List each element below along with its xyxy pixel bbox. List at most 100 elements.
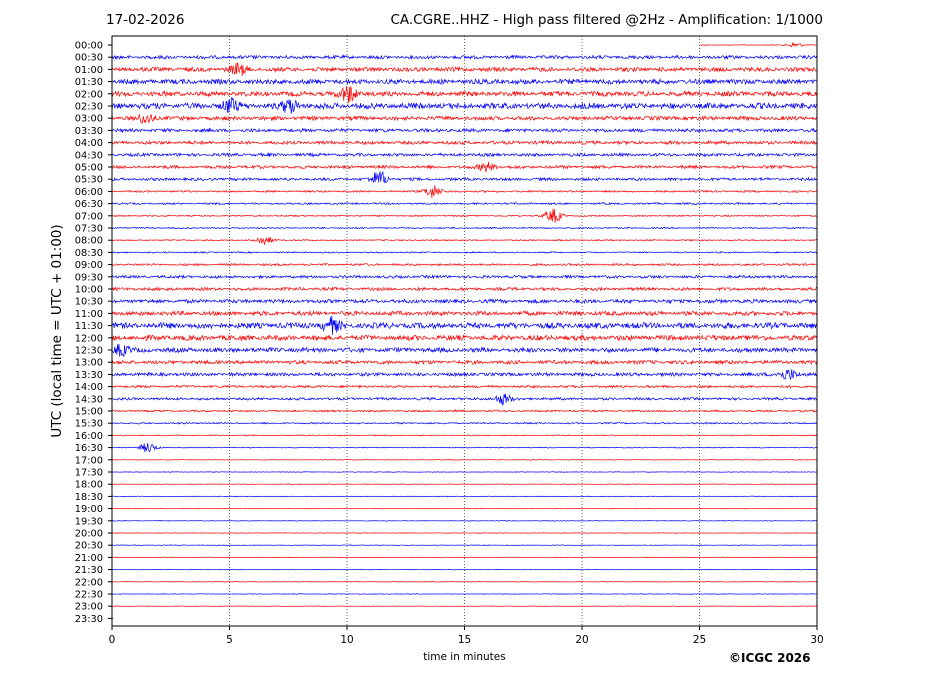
trace-row-1130: [111, 315, 818, 335]
y-tick-label: 16:30: [75, 443, 103, 454]
y-tick-label: 04:00: [75, 138, 103, 149]
y-tick-label: 09:00: [75, 260, 103, 271]
y-tick-label: 01:00: [75, 65, 103, 76]
trace-row-2100: [111, 556, 818, 559]
x-tick-label: 30: [810, 634, 823, 646]
y-tick-label: 16:00: [75, 431, 103, 442]
trace-rows: [111, 41, 818, 619]
y-tick-label: 23:30: [75, 614, 103, 625]
axes-frame: [111, 35, 818, 627]
y-tick-label: 14:00: [75, 382, 103, 393]
plot-title: CA.CGRE..HHZ - High pass filtered @2Hz -…: [390, 12, 823, 28]
trace-row-0100: [111, 62, 817, 76]
trace-row-0330: [111, 127, 817, 134]
trace-row-2300: [111, 605, 817, 607]
y-tick-label: 22:00: [75, 577, 103, 588]
y-tick-label: 04:30: [75, 150, 103, 161]
trace-row-1100: [111, 310, 818, 317]
y-tick-label: 07:00: [75, 211, 103, 222]
y-tick-label: 17:00: [75, 455, 103, 466]
trace-row-0700: [111, 208, 818, 223]
plot-date: 17-02-2026: [106, 12, 185, 28]
trace-row-1930: [111, 520, 818, 522]
y-tick-label: 20:00: [75, 529, 103, 540]
y-tick-label: 11:00: [75, 309, 103, 320]
y-tick-label: 10:00: [75, 285, 103, 296]
y-tick-label: 03:00: [75, 114, 103, 125]
x-tick-label: 5: [226, 634, 233, 646]
x-tick-label: 15: [458, 634, 471, 646]
trace-row-0130: [111, 77, 818, 86]
trace-row-0830: [111, 251, 818, 254]
y-axis-label: UTC (local time = UTC + 01:00): [49, 224, 65, 437]
y-tick-label: 13:00: [75, 358, 103, 369]
y-tick-label: 12:00: [75, 333, 103, 344]
y-tick-label: 11:30: [75, 321, 103, 332]
y-tick-label: 08:30: [75, 248, 103, 259]
trace-row-1000: [111, 286, 818, 292]
trace-row-2200: [112, 581, 818, 583]
trace-row-2230: [111, 593, 817, 595]
trace-row-1600: [111, 434, 818, 437]
trace-row-0500: [111, 161, 818, 173]
y-tick-label: 15:00: [75, 407, 103, 418]
y-tick-label: 18:00: [75, 480, 103, 491]
y-tick-label: 09:30: [75, 272, 103, 283]
y-tick-label: 21:00: [75, 553, 103, 564]
y-tick-label: 02:00: [75, 89, 103, 100]
trace-row-1700: [111, 459, 817, 461]
trace-row-1400: [111, 384, 818, 389]
y-tick-label: 18:30: [75, 492, 103, 503]
trace-row-2130: [111, 568, 817, 571]
y-tick-label: 20:30: [75, 541, 103, 552]
trace-row-0930: [111, 274, 818, 280]
x-tick-label: 0: [109, 634, 116, 646]
y-tick-label: 01:30: [75, 77, 103, 88]
y-tick-label: 13:30: [75, 370, 103, 381]
y-tick-label: 22:30: [75, 590, 103, 601]
y-tick-label: 07:30: [75, 224, 103, 235]
trace-row-0530: [111, 171, 818, 184]
trace-row-0030: [111, 54, 818, 61]
trace-row-1430: [111, 393, 818, 406]
trace-row-0000: [699, 41, 817, 48]
trace-row-1800: [111, 483, 818, 485]
y-tick-label: 02:30: [75, 102, 103, 113]
copyright-notice: ©ICGC 2026: [729, 651, 811, 665]
x-tick-label: 25: [693, 634, 706, 646]
y-tick-label: 06:30: [75, 199, 103, 210]
trace-row-1500: [111, 409, 818, 413]
y-tick-label: 00:00: [75, 41, 103, 52]
trace-row-2030: [111, 544, 817, 546]
trace-row-2000: [111, 532, 817, 534]
y-tick-label: 23:00: [75, 602, 103, 613]
trace-row-1300: [111, 359, 818, 366]
trace-row-1200: [111, 334, 818, 342]
trace-row-0730: [111, 226, 817, 230]
trace-row-1530: [111, 421, 818, 425]
x-tick-label: 10: [340, 634, 353, 646]
trace-row-1730: [111, 471, 817, 473]
y-tick-label: 05:00: [75, 163, 103, 174]
y-tick-label: 08:00: [75, 236, 103, 247]
trace-row-0230: [111, 97, 817, 114]
trace-row-0200: [111, 86, 818, 104]
y-tick-label: 21:30: [75, 565, 103, 576]
y-tick-label: 14:30: [75, 394, 103, 405]
y-tick-label: 15:30: [75, 419, 103, 430]
x-axis-label: time in minutes: [423, 651, 505, 663]
y-tick-label: 17:30: [75, 468, 103, 479]
grid-lines: [229, 36, 700, 626]
y-tick-label: 10:30: [75, 297, 103, 308]
y-tick-label: 19:30: [75, 516, 103, 527]
trace-row-0300: [111, 113, 818, 125]
trace-row-0800: [111, 236, 818, 245]
y-tick-label: 19:00: [75, 504, 103, 515]
y-tick-label: 12:30: [75, 346, 103, 357]
y-tick-label: 03:30: [75, 126, 103, 137]
trace-row-1230: [111, 344, 818, 358]
trace-row-0430: [111, 151, 818, 158]
x-tick-label: 20: [575, 634, 588, 646]
